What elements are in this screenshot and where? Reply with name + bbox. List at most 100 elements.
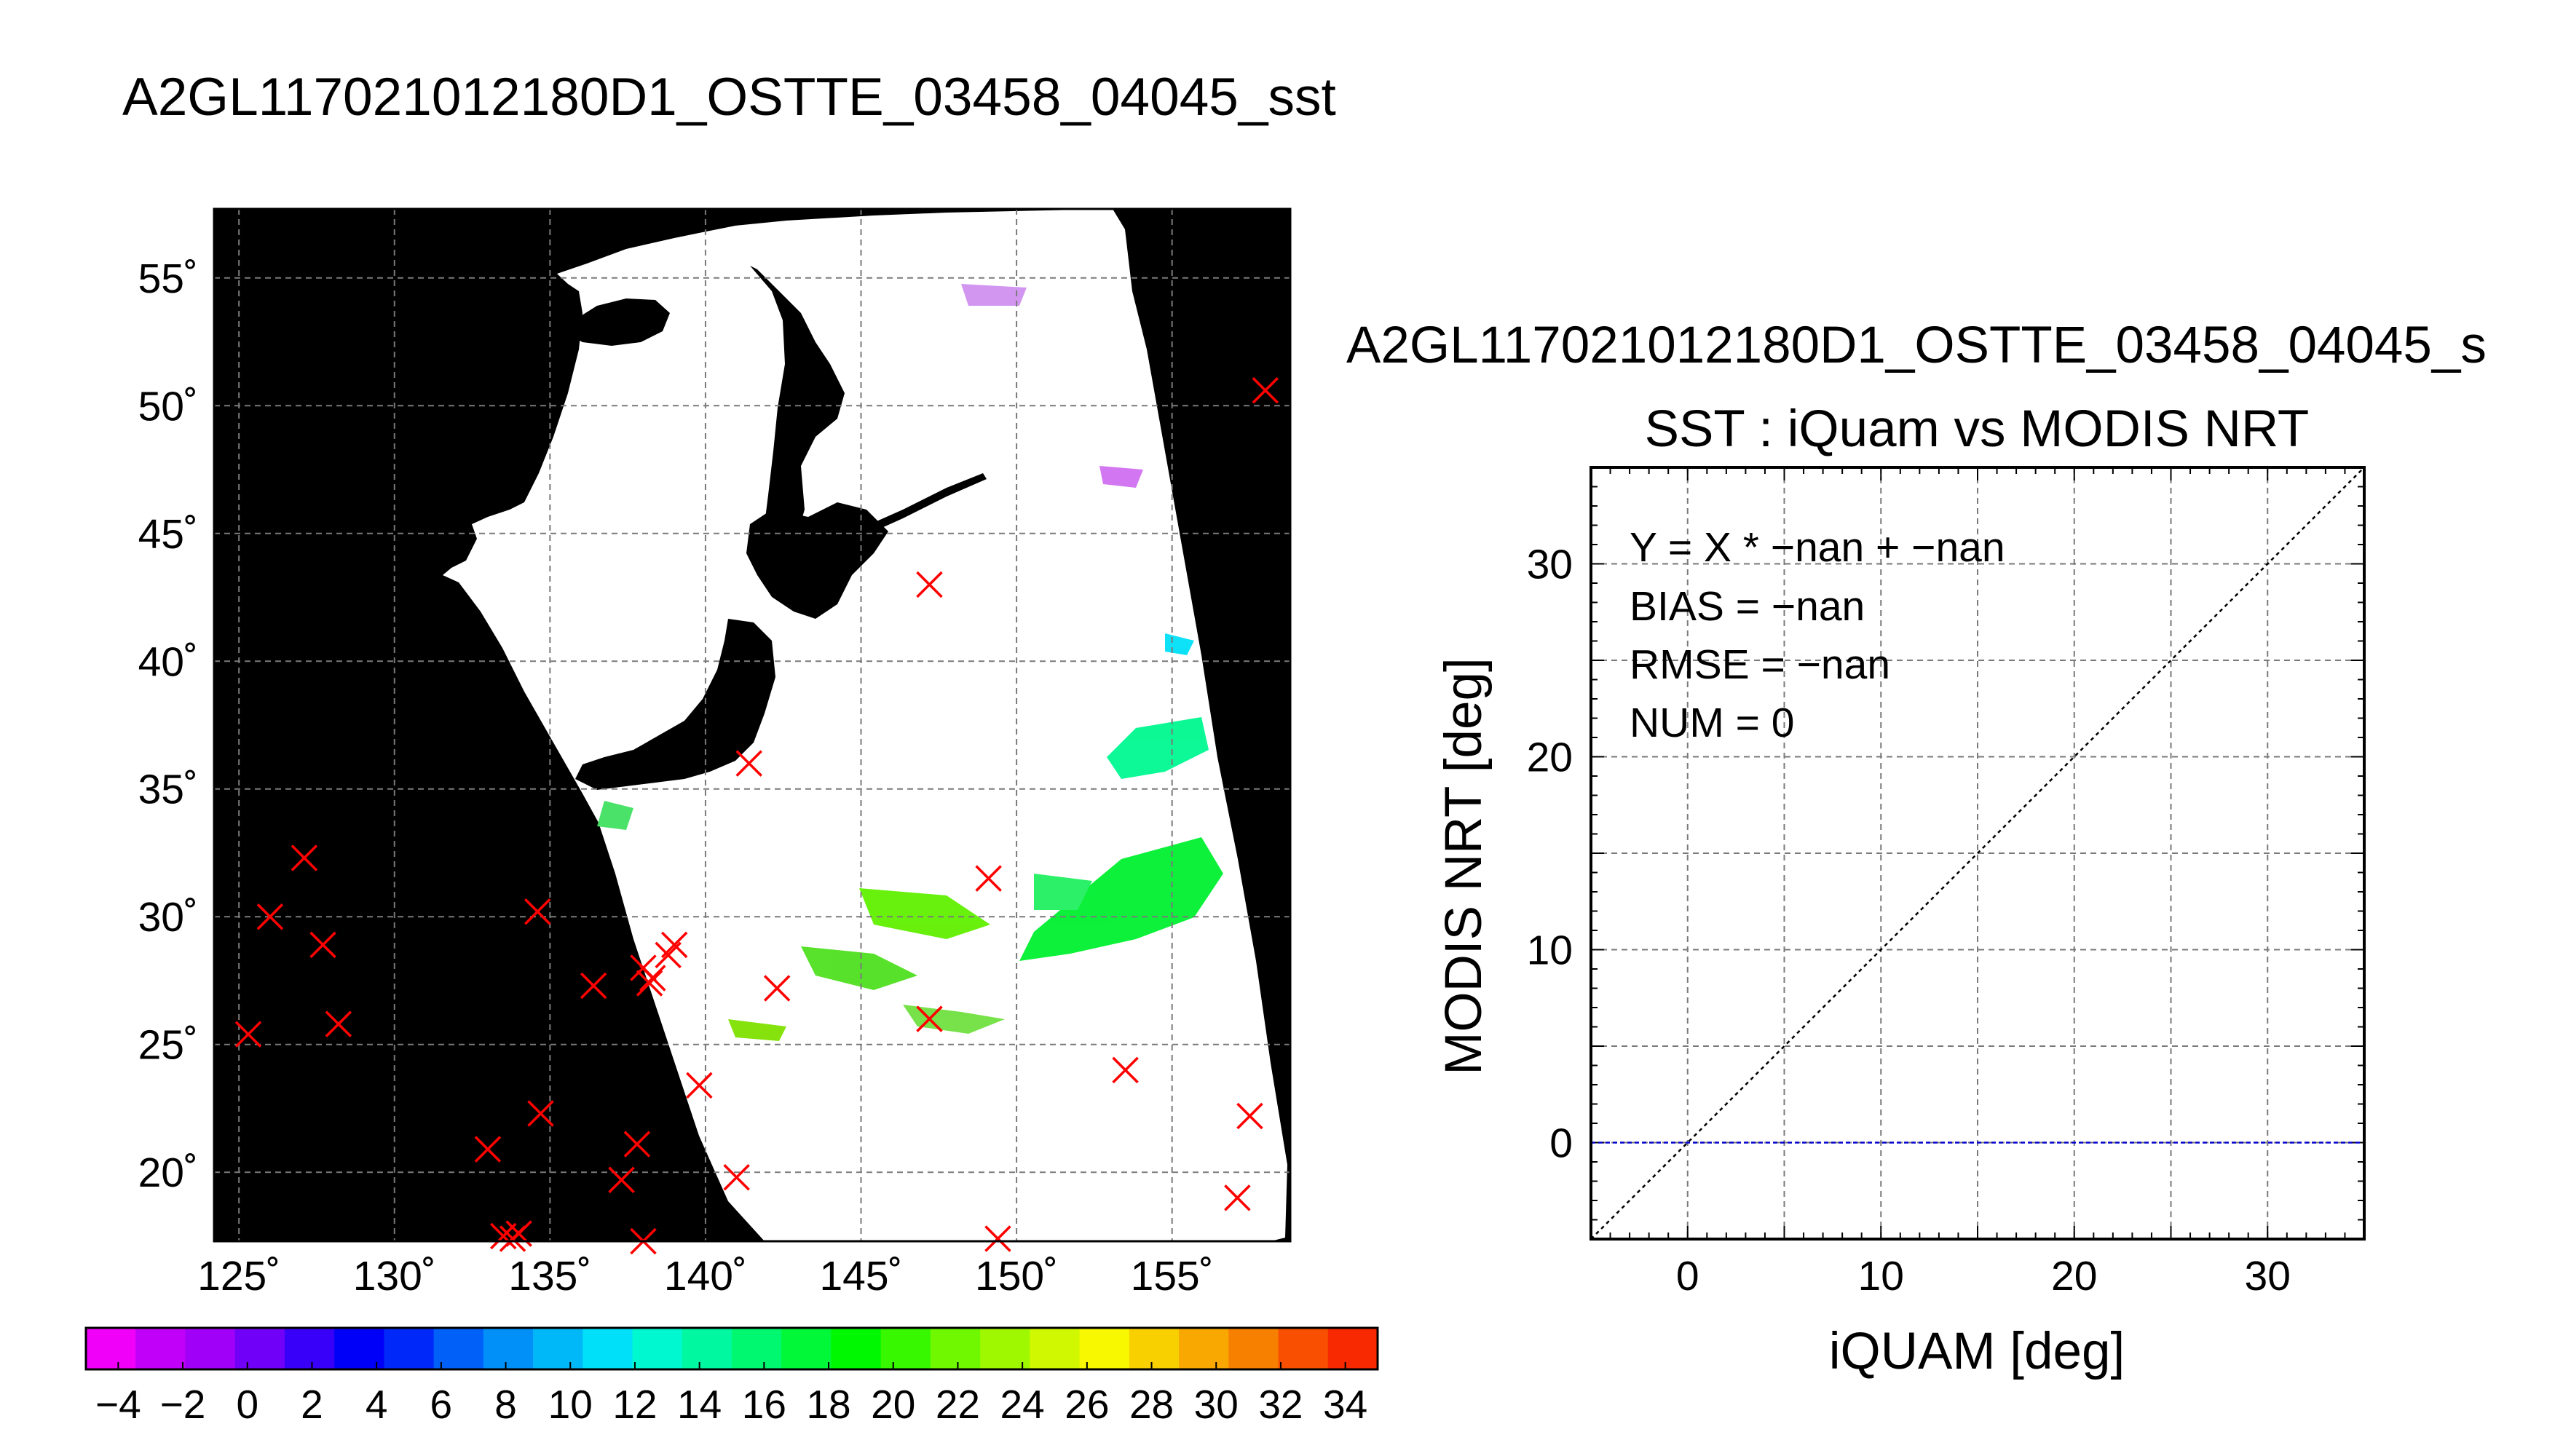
scatter-x-tick-label: 30 [2245,1253,2291,1299]
colorbar-swatch [384,1328,435,1369]
colorbar-swatch [583,1328,633,1369]
colorbar-swatch [86,1328,136,1369]
map-lon-label: 155˚ [1131,1253,1214,1299]
map-lat-label: 40˚ [138,638,198,685]
match-marker [1112,1056,1139,1084]
match-marker [527,1100,554,1127]
colorbar-swatch [682,1328,732,1369]
colorbar-label: 30 [1194,1382,1239,1427]
map-lon-label: 135˚ [508,1253,591,1299]
scatter-y-tick-label: 0 [1549,1120,1573,1167]
scatter-x-tick-label: 0 [1676,1253,1699,1299]
colorbar-swatch [880,1328,931,1369]
match-marker [763,975,791,1002]
match-marker [975,865,1002,892]
map-grid [214,209,1290,1241]
scatter-y-tick-label: 30 [1527,542,1573,588]
match-marker [916,1005,943,1032]
colorbar-label: 32 [1258,1382,1303,1427]
colorbar-swatch [1327,1328,1378,1369]
match-marker [309,931,336,959]
scatter-header-title: A2GL117021012180D1_OSTTE_03458_04045_s [1346,317,2487,374]
colorbar-swatch [930,1328,981,1369]
colorbar-label: 26 [1065,1382,1109,1427]
colorbar-swatch [1228,1328,1279,1369]
map-lat-label: 35˚ [138,767,198,813]
stat-num: NUM = 0 [1630,700,1794,746]
colorbar-label: 28 [1129,1382,1174,1427]
land-hokkaido-peninsula [568,298,670,346]
colorbar-swatch [732,1328,782,1369]
land-kuril-chain [870,473,987,531]
colorbar-border [84,1326,1379,1371]
match-marker [639,965,666,992]
swath-area [443,209,1287,1241]
match-marker [1224,1184,1251,1211]
colorbar-swatch [632,1328,683,1369]
colorbar-label: 20 [871,1382,915,1427]
match-marker [735,750,762,777]
colorbar-swatch [234,1328,285,1369]
scatter-x-tick-label: 20 [2051,1253,2097,1299]
stat-rmse: RMSE = −nan [1630,641,1890,688]
stat-bias: BIAS = −nan [1630,583,1865,630]
map-lon-label: 130˚ [353,1253,436,1299]
match-marker [524,898,551,925]
colorbar-label: 4 [366,1382,388,1427]
match-marker [256,903,284,930]
map-lat-label: 30˚ [138,894,198,941]
colorbar-swatch [1278,1328,1329,1369]
match-marker [474,1136,502,1163]
colorbar-labels: −4 −2 0 2 4 6 8 10 12 14 16 18 20 22 24 26 28 30 32 34 [95,1362,1367,1427]
stat-fit: Y = X * −nan + −nan [1630,524,2005,571]
map-lon-labels: 125˚ 130˚ 135˚ 140˚ 145˚ 150˚ 155˚ [197,1253,1214,1299]
colorbar-label: 22 [936,1382,980,1427]
colorbar-swatch [1030,1328,1081,1369]
colorbar-swatches [86,1328,1378,1369]
match-marker [723,1164,750,1191]
scatter-y-tick-label: 20 [1527,735,1573,781]
scatter-x-tick-label: 10 [1858,1253,1904,1299]
colorbar-label: 12 [612,1382,657,1427]
scatter-stats: Y = X * −nan + −nan BIAS = −nan RMSE = −… [1630,524,2005,746]
scatter-border [1590,466,2366,1241]
map-lat-label: 55˚ [138,256,198,302]
colorbar-swatch [433,1328,484,1369]
colorbar-swatch [185,1328,236,1369]
sst-patches [597,284,1223,1041]
match-marker [916,571,943,598]
map-lat-label: 50˚ [138,383,198,430]
map-border [213,207,1292,1243]
map-lon-label: 125˚ [197,1253,280,1299]
scatter-y-tick-labels: 0 10 20 30 [1527,542,1573,1167]
colorbar-label: −4 [95,1382,141,1427]
map-lat-label: 25˚ [138,1022,198,1069]
colorbar-label: 2 [301,1382,323,1427]
colorbar-label: 14 [677,1382,722,1427]
scatter-y-axis-label: MODIS NRT [deg] [1435,657,1493,1075]
map-lat-label: 20˚ [138,1150,198,1196]
match-marker [608,1166,635,1193]
match-marker [1236,1102,1263,1130]
match-marker [580,972,607,1000]
colorbar-swatch [781,1328,832,1369]
match-marker [660,931,688,959]
colorbar-swatch [533,1328,583,1369]
map-lat-label: 45˚ [138,511,198,558]
colorbar-label: 6 [430,1382,453,1427]
scatter-y-tick-label: 10 [1527,927,1573,974]
colorbar-label: 0 [236,1382,258,1427]
land-sakhalin [750,266,845,561]
colorbar-label: 8 [494,1382,517,1427]
land-hokkaido [746,502,888,619]
match-marker [1252,376,1279,404]
map-lon-label: 140˚ [664,1253,747,1299]
colorbar-swatch [284,1328,335,1369]
scatter-title: SST : iQuam vs MODIS NRT [1645,400,2310,458]
match-marker [984,1225,1011,1252]
match-marker [325,1010,352,1037]
match-markers [234,376,1279,1255]
colorbar-label: −2 [160,1382,206,1427]
scatter-x-tick-labels: 0 10 20 30 [1676,1253,2291,1299]
